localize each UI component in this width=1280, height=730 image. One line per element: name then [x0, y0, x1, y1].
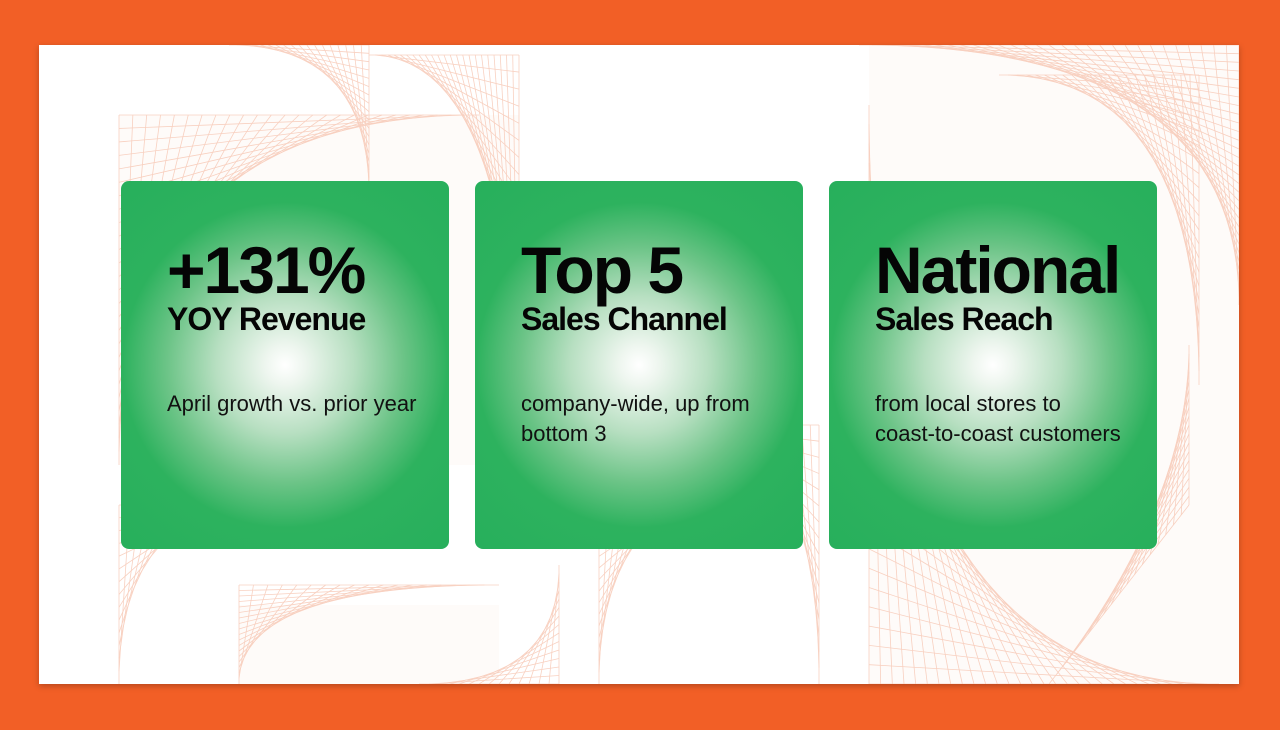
stat-headline: National	[875, 233, 1121, 307]
slide-panel: +131% YOY Revenue April growth vs. prior…	[39, 45, 1239, 684]
stat-description: April growth vs. prior year	[167, 391, 417, 416]
stat-card-revenue: +131% YOY Revenue April growth vs. prior…	[121, 181, 449, 549]
stat-headline: Top 5	[521, 233, 684, 307]
stat-subheadline: Sales Channel	[521, 301, 728, 337]
stat-headline: +131%	[167, 233, 366, 307]
stat-subheadline: YOY Revenue	[167, 301, 366, 337]
stat-card-sales-channel: Top 5 Sales Channel company-wide, up fro…	[475, 181, 803, 549]
stat-description: company-wide, up from bottom 3	[521, 391, 750, 446]
stat-card-sales-reach: National Sales Reach from local stores t…	[829, 181, 1157, 549]
stat-description: from local stores to coast-to-coast cust…	[875, 391, 1121, 446]
stat-subheadline: Sales Reach	[875, 301, 1054, 337]
